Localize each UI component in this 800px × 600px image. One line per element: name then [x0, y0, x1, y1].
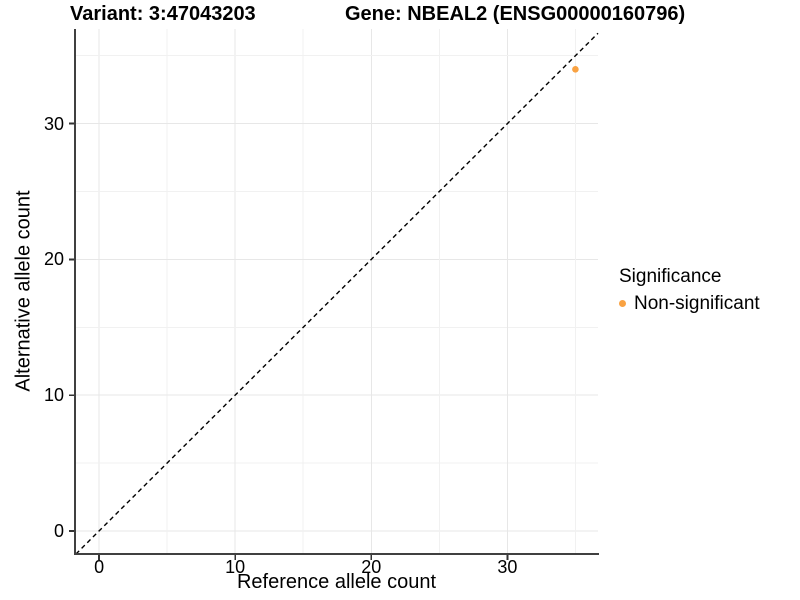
y-tick-label: 0 [53, 520, 64, 541]
legend-item: Non-significant [619, 293, 760, 314]
gene-title: Gene: NBEAL2 (ENSG00000160796) [345, 3, 686, 25]
y-tick-label: 20 [43, 249, 64, 270]
y-axis-label: Alternative allele count [12, 190, 35, 392]
x-tick-label: 0 [94, 557, 105, 577]
identity-line [75, 32, 599, 555]
y-tick-label: 10 [43, 385, 64, 406]
legend-title: Significance [619, 266, 722, 287]
x-axis-label: Reference allele count [236, 571, 436, 593]
y-tick-label: 30 [43, 113, 64, 134]
legend-point-icon [619, 300, 626, 307]
x-tick-label: 10 [225, 557, 246, 577]
x-tick-label: 30 [497, 557, 518, 577]
variant-title: Variant: 3:47043203 [70, 3, 256, 25]
legend: Significance Non-significant [619, 266, 760, 314]
legend-item-label: Non-significant [634, 292, 760, 314]
data-point [572, 66, 579, 73]
x-tick-label: 20 [361, 557, 382, 577]
